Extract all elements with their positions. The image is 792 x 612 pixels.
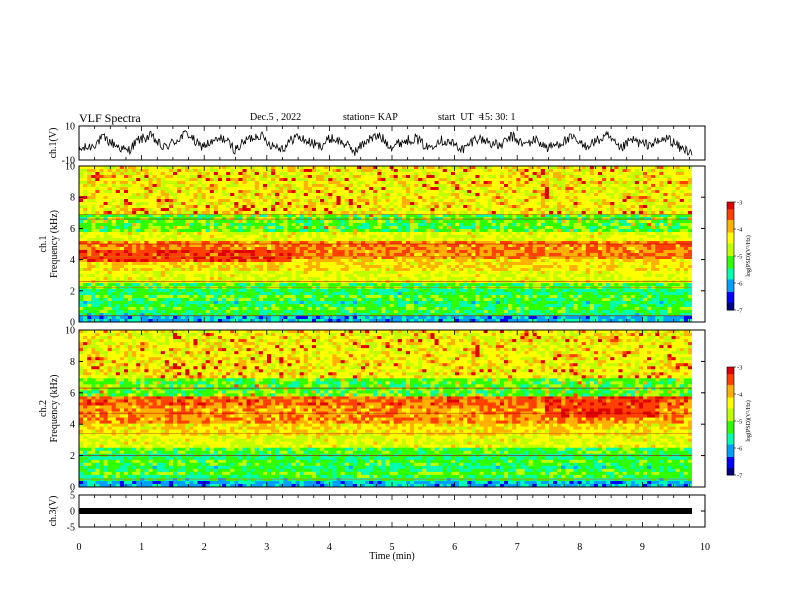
ch3-waveform-ylabel-line: ch.3(V): [48, 496, 59, 527]
ch2-no-data-strip: [692, 330, 705, 487]
ch1-waveform-ytick-label: 10: [65, 122, 75, 133]
ch1-spectrogram-ytick-label: 6: [70, 224, 75, 235]
ch1-colorbar-tick-label: -6: [737, 281, 743, 288]
x-tick-label: 4: [327, 542, 332, 553]
ch1-spectrogram-cells: [79, 166, 692, 322]
ch3-waveform-ytick-label: 0: [70, 507, 75, 518]
x-tick-label: 5: [390, 542, 395, 553]
ch3-waveform-ytick-label: 5: [70, 491, 75, 502]
ch1-spectrogram-image: [79, 166, 705, 322]
x-axis-label: Time (min): [369, 551, 414, 562]
x-tick-label: 3: [264, 542, 269, 553]
ch1-spectrogram-ytick-label: 0: [70, 318, 75, 329]
ch2-spectrogram-ylabel: ch.2 Frequency (kHz): [38, 374, 60, 442]
ch1-spectrogram-ytick-label: 2: [70, 286, 75, 297]
ch1-colorbar-tick-label: -4: [737, 227, 743, 234]
ch1-colorbar-label-wrap: log(PSD)(V²/Hz): [745, 235, 752, 276]
x-tick-label: 6: [452, 542, 457, 553]
ch2-colorbar-tick-label: -5: [737, 419, 742, 426]
ch1-waveform-ytick-label: -10: [62, 156, 75, 167]
ch2-colorbar-label-wrap: log(PSD)(V²/Hz): [745, 400, 752, 441]
ch2-spectrogram-ytick-label: 10: [65, 326, 75, 337]
ch2-spectrogram-ytick-label: 0: [70, 483, 75, 494]
ch2-colorbar-label: log(PSD)(V²/Hz): [745, 400, 752, 441]
ch2-spectrogram-ytick-label: 2: [70, 451, 75, 462]
ch2-spectrogram-ytick-label: 6: [70, 388, 75, 399]
ch1-no-data-strip: [692, 166, 705, 322]
ch2-spectrogram-cells: [79, 330, 692, 487]
x-tick-label: 2: [202, 542, 207, 553]
ch3-waveform-ytick-label: -5: [67, 523, 75, 534]
ch2-spectrogram-ytick-label: 8: [70, 357, 75, 368]
ch2-spectrogram-ylabel-line: Frequency (kHz): [49, 374, 60, 442]
ch1-colorbar: -3 -4 -5 -6 -7 log(PSD)(V²/Hz): [726, 200, 752, 315]
ch1-colorbar-tick-label: -3: [737, 200, 742, 207]
x-tick-label: 10: [700, 542, 710, 553]
ch1-waveform-frame: [78, 125, 706, 161]
figure-title: VLF Spectra: [79, 111, 141, 125]
ch3-waveform-ylabel: ch.3(V): [48, 496, 59, 527]
ch1-waveform-ylabel-line: ch.1(V): [48, 128, 59, 159]
date-label: Dec.5 , 2022: [250, 112, 302, 123]
ch2-colorbar-tick-label: -6: [737, 446, 743, 453]
x-tick-label: 8: [577, 542, 582, 553]
ch1-spectrogram-ylabel-line: Frequency (kHz): [49, 210, 60, 278]
ch1-waveform-trace: [78, 130, 693, 156]
ch3-waveform-trace: [79, 508, 692, 514]
ch1-spectrogram-ytick-label: 4: [70, 255, 75, 266]
ch1-colorbar-tick-label: -7: [737, 308, 743, 315]
ch2-spectrogram-ylabel-line: ch.2: [38, 400, 49, 417]
ch1-spectrogram-ylabel-line: ch.1: [38, 236, 49, 253]
x-tick-label: 0: [77, 542, 82, 553]
ch1-spectrogram-ytick-label: 10: [65, 162, 75, 173]
ch1-spectrogram-ytick-label: 8: [70, 193, 75, 204]
ch1-waveform-ylabel: ch.1(V): [48, 128, 59, 159]
x-tick-label: 1: [139, 542, 144, 553]
ch2-colorbar-tick-label: -3: [737, 365, 742, 372]
x-tick-label: 9: [640, 542, 645, 553]
station-label: station= KAP: [343, 112, 398, 123]
ch2-spectrogram-image: [79, 330, 705, 487]
ch2-colorbar-tick-label: -4: [737, 392, 743, 399]
ch2-colorbar: -3 -4 -5 -6 -7 log(PSD)(V²/Hz): [726, 365, 752, 480]
ch2-spectrogram-ytick-label: 4: [70, 420, 75, 431]
start-ut-label: start UT =: [438, 112, 485, 123]
x-tick-label: 7: [515, 542, 520, 553]
ch2-colorbar-tick-label: -7: [737, 473, 743, 480]
ch1-colorbar-tick-label: -5: [737, 254, 742, 261]
ch1-colorbar-label: log(PSD)(V²/Hz): [745, 235, 752, 276]
ch1-spectrogram-ylabel: ch.1 Frequency (kHz): [38, 210, 60, 278]
start-ut-value: 15: 30: 1: [480, 112, 516, 123]
